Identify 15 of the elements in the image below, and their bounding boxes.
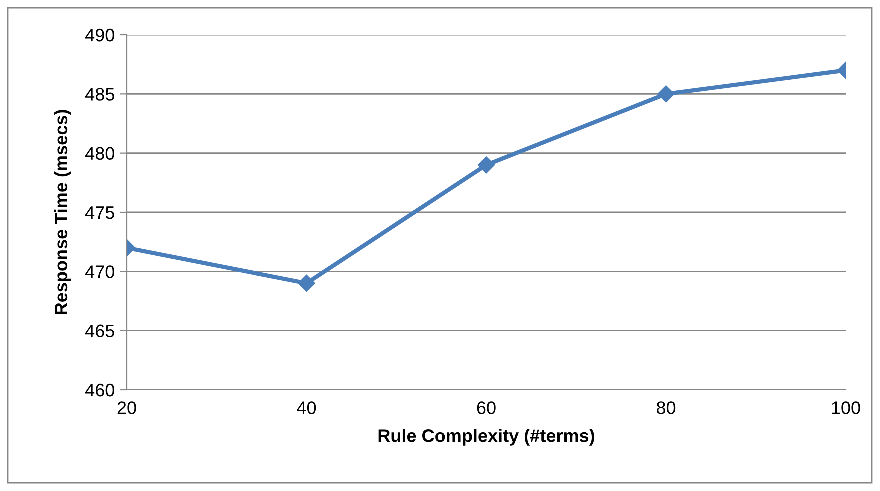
x-tick-label: 20	[118, 402, 136, 414]
y-axis-title: Response Time (msecs)	[54, 110, 72, 314]
y-tick-label: 480	[85, 147, 114, 160]
y-tick-label: 485	[85, 88, 114, 101]
y-tick-label: 490	[85, 28, 114, 42]
y-tick-label: 460	[85, 384, 114, 397]
x-tick-label: 80	[656, 402, 676, 414]
y-tick-label: 475	[85, 206, 114, 220]
x-tick-label: 100	[832, 402, 860, 414]
x-tick-label: 60	[477, 402, 496, 414]
y-tick-label: 470	[85, 266, 114, 278]
y-tick-label: 465	[85, 324, 114, 338]
point	[478, 156, 496, 174]
x-tick-label: 40	[297, 402, 316, 414]
x-axis-title: Rule Complexity (#terms)	[378, 429, 594, 446]
